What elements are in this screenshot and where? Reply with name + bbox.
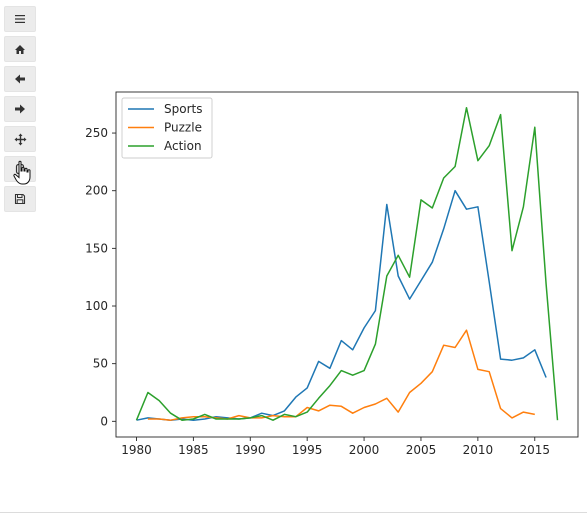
legend: Sports Puzzle Action xyxy=(121,97,213,159)
hamburger-icon xyxy=(15,15,25,23)
y-axis: 0 50 100 150 200 250 xyxy=(85,126,116,428)
x-tick-label: 2015 xyxy=(519,443,550,457)
legend-label-sports: Sports xyxy=(164,102,202,116)
arrow-right-icon xyxy=(15,104,25,114)
back-button[interactable] xyxy=(4,66,36,92)
x-tick-label: 2000 xyxy=(349,443,380,457)
x-tick-label: 1995 xyxy=(292,443,323,457)
x-tick-label: 2005 xyxy=(406,443,437,457)
move-arrows-icon xyxy=(14,133,26,145)
home-button[interactable] xyxy=(4,36,36,62)
y-tick-label: 50 xyxy=(93,357,108,371)
legend-box xyxy=(121,97,213,159)
legend-label-puzzle: Puzzle xyxy=(164,121,202,135)
x-tick-label: 1990 xyxy=(235,443,266,457)
legend-label-action: Action xyxy=(164,139,202,153)
x-tick-label: 1980 xyxy=(121,443,152,457)
y-tick-label: 100 xyxy=(85,299,108,313)
home-icon xyxy=(15,44,25,54)
x-axis: 1980 1985 1990 1995 2000 2005 2010 2015 xyxy=(121,437,550,457)
x-tick-label: 1985 xyxy=(178,443,209,457)
menu-button[interactable] xyxy=(4,6,36,32)
series-lines xyxy=(135,106,559,421)
pan-button[interactable] xyxy=(4,126,36,152)
floppy-disk-icon xyxy=(14,193,26,205)
series-line-action xyxy=(135,106,559,421)
navigation-toolbar xyxy=(4,6,36,216)
save-button[interactable] xyxy=(4,186,36,212)
y-tick-label: 200 xyxy=(85,184,108,198)
y-tick-label: 250 xyxy=(85,126,108,140)
series-line-sports xyxy=(136,189,547,421)
y-tick-label: 150 xyxy=(85,241,108,255)
y-tick-label: 0 xyxy=(100,414,108,428)
arrow-left-icon xyxy=(15,74,25,84)
figure-bottom-divider xyxy=(0,512,587,513)
x-tick-label: 2010 xyxy=(463,443,494,457)
forward-button[interactable] xyxy=(4,96,36,122)
